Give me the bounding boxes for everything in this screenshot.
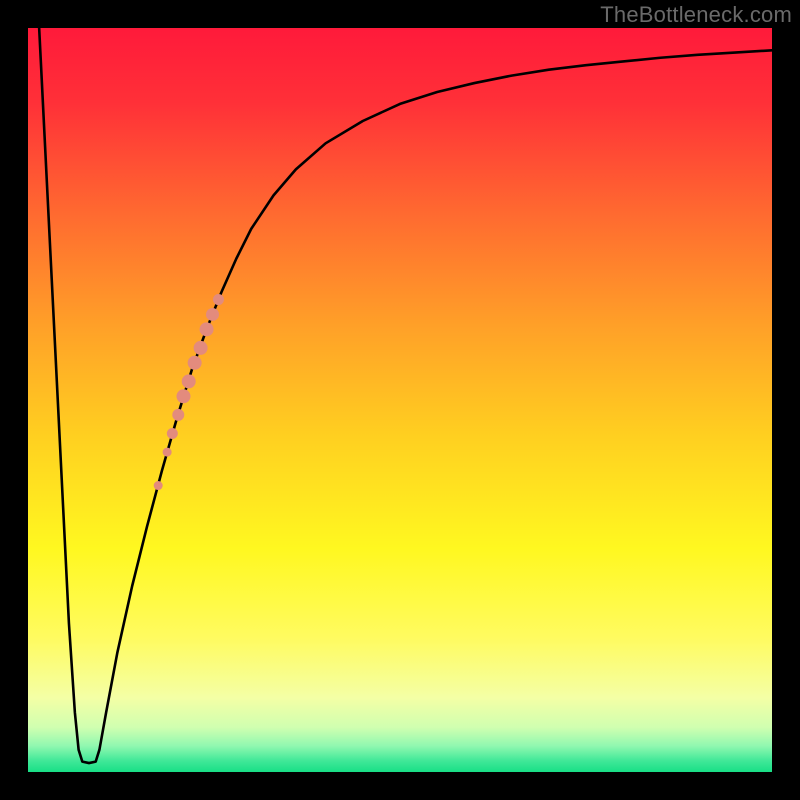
highlight-marker: [182, 374, 196, 388]
highlight-marker: [176, 389, 190, 403]
plot-area: [28, 28, 772, 772]
highlight-marker: [188, 356, 202, 370]
highlight-marker: [154, 481, 163, 490]
highlight-marker: [206, 308, 219, 321]
highlight-marker: [213, 294, 224, 305]
highlight-marker: [200, 322, 214, 336]
highlight-marker: [172, 409, 184, 421]
highlight-marker: [163, 448, 172, 457]
highlight-marker: [194, 341, 208, 355]
highlight-marker: [167, 428, 178, 439]
main-curve: [39, 28, 772, 763]
chart-curve-layer: [28, 28, 772, 772]
watermark-text: TheBottleneck.com: [600, 2, 792, 28]
